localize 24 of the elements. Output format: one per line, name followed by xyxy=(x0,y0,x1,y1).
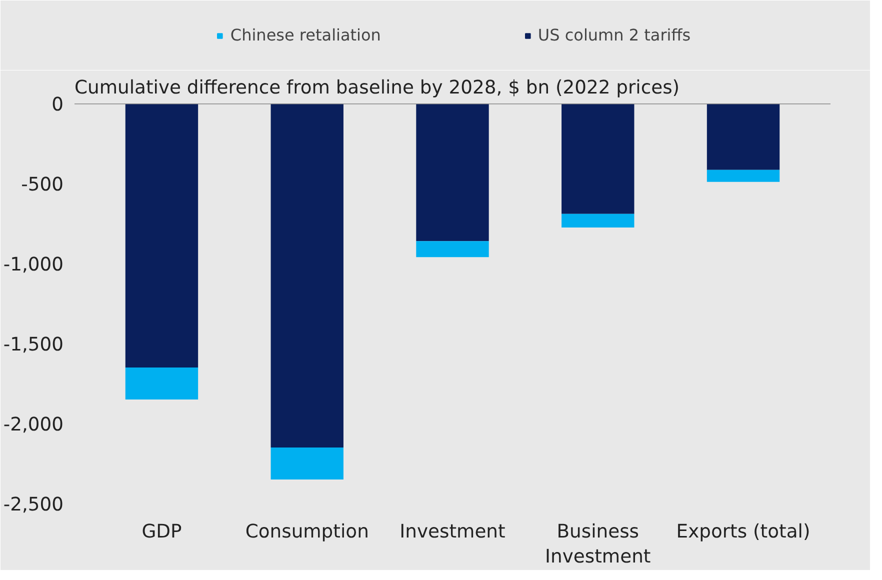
chart-subtitle: Cumulative difference from baseline by 2028, $ bn (2022 prices) xyxy=(74,78,680,98)
bar xyxy=(706,104,780,170)
y-tick-label: -2,500 xyxy=(3,494,64,516)
bar xyxy=(125,104,198,368)
x-tick-label: Exports (total) xyxy=(676,522,810,542)
y-tick-label: -500 xyxy=(21,174,64,196)
y-tick-label: -1,500 xyxy=(3,334,64,356)
legend-label: Chinese retaliation xyxy=(230,26,381,44)
x-tick-label: Consumption xyxy=(245,522,369,542)
bar xyxy=(416,241,489,258)
bar xyxy=(416,104,489,242)
x-tick-label: Investment xyxy=(400,522,506,542)
bar xyxy=(270,448,344,480)
x-tick-label: Business Investment xyxy=(545,522,651,568)
bar xyxy=(706,170,780,182)
bar xyxy=(562,104,634,214)
y-tick-label: -2,000 xyxy=(3,414,64,436)
legend-label: US column 2 tariffs xyxy=(538,26,691,44)
bar xyxy=(562,214,634,228)
y-tick-label: 0 xyxy=(52,94,64,116)
bar xyxy=(125,368,198,400)
bar xyxy=(270,104,344,448)
y-tick-label: -1,000 xyxy=(3,254,64,276)
x-tick-label: GDP xyxy=(142,522,182,542)
